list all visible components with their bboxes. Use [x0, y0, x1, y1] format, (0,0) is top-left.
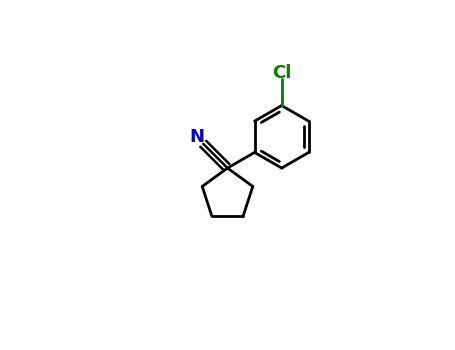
Text: N: N	[189, 128, 204, 146]
Text: Cl: Cl	[272, 64, 291, 82]
